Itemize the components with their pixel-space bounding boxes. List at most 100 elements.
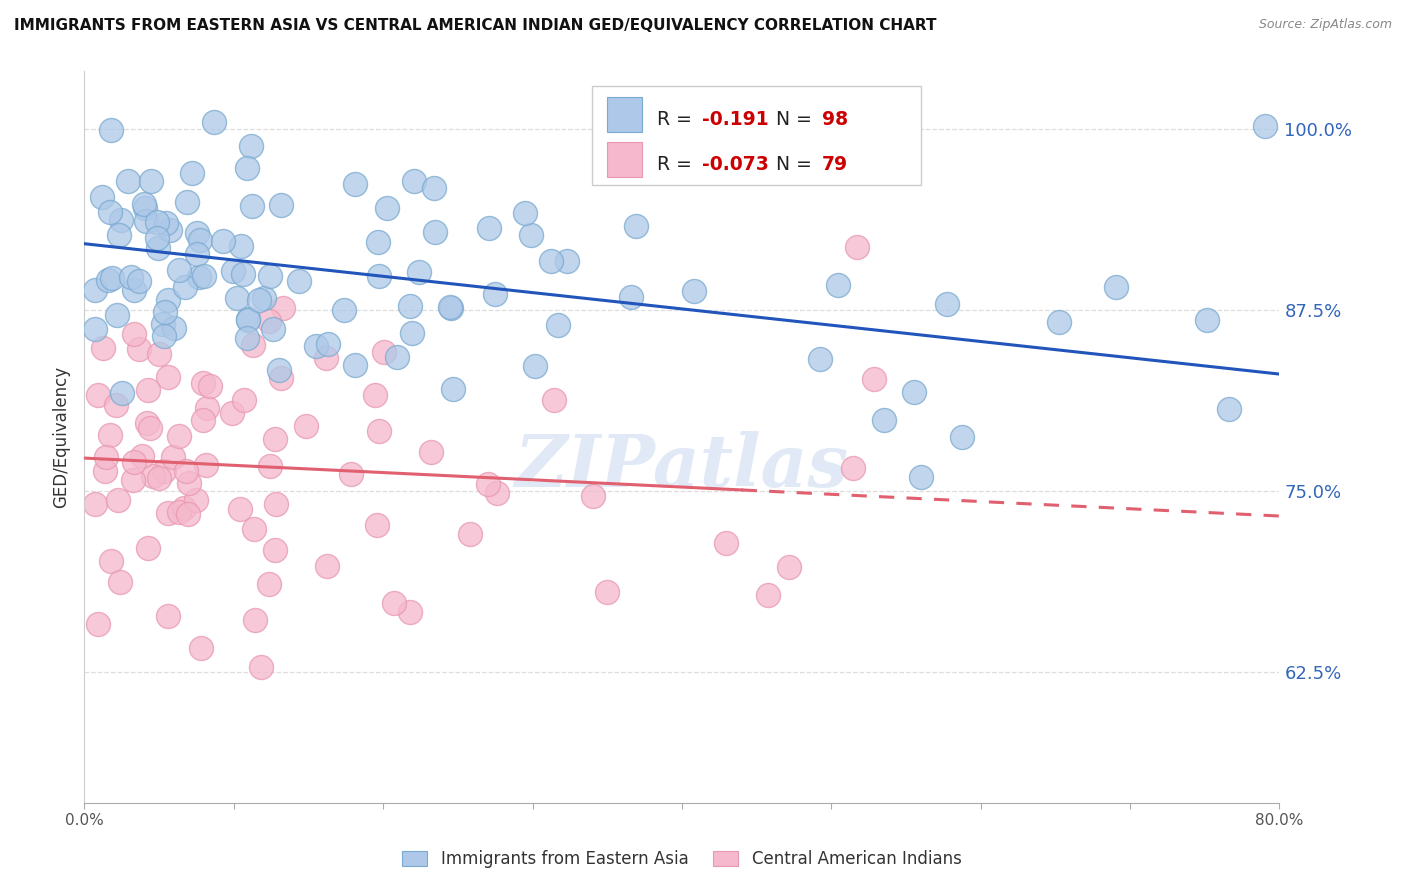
Point xyxy=(1047,315,1070,329)
Point xyxy=(582,489,605,503)
Point xyxy=(271,301,294,315)
Point xyxy=(242,338,264,352)
Point xyxy=(439,300,461,314)
Point xyxy=(169,505,191,519)
Point xyxy=(91,341,114,355)
Point xyxy=(440,301,463,315)
Point xyxy=(98,427,121,442)
Point xyxy=(136,541,159,555)
Point xyxy=(105,398,128,412)
Point xyxy=(83,322,105,336)
Point xyxy=(193,413,215,427)
Point xyxy=(173,500,195,515)
Point xyxy=(100,554,122,568)
Point xyxy=(484,287,506,301)
Point xyxy=(295,419,318,434)
Text: ZIPatlas: ZIPatlas xyxy=(515,431,849,502)
Point xyxy=(86,388,108,402)
Point xyxy=(259,269,281,284)
Point xyxy=(225,291,247,305)
Point xyxy=(626,219,648,233)
Point xyxy=(477,476,499,491)
Point xyxy=(94,464,117,478)
Point xyxy=(778,560,800,574)
Point xyxy=(332,303,354,318)
Point xyxy=(177,475,200,490)
Point xyxy=(401,326,423,340)
Text: N =: N = xyxy=(765,155,818,175)
Point xyxy=(287,274,309,288)
Point xyxy=(486,486,509,500)
Point xyxy=(134,197,156,211)
Point xyxy=(134,201,156,215)
Point xyxy=(97,273,120,287)
Point xyxy=(142,469,165,483)
Point xyxy=(236,311,259,326)
Point xyxy=(845,240,868,254)
Point xyxy=(398,605,420,619)
Point xyxy=(343,177,366,191)
Text: 98: 98 xyxy=(821,110,848,129)
Y-axis label: GED/Equivalency: GED/Equivalency xyxy=(52,366,70,508)
Point xyxy=(249,660,271,674)
Point xyxy=(157,293,180,308)
FancyBboxPatch shape xyxy=(606,96,643,132)
Point xyxy=(200,378,222,392)
Point xyxy=(420,445,443,459)
Point xyxy=(184,493,207,508)
Point xyxy=(110,213,132,227)
Point xyxy=(404,173,426,187)
Point xyxy=(232,392,254,407)
Point xyxy=(148,471,170,485)
Text: -0.073: -0.073 xyxy=(702,155,769,175)
Point xyxy=(122,283,145,297)
Point xyxy=(910,470,932,484)
Point xyxy=(270,198,292,212)
FancyBboxPatch shape xyxy=(592,86,921,185)
Point xyxy=(423,181,446,195)
Point xyxy=(343,358,366,372)
Point xyxy=(153,464,176,478)
Point xyxy=(270,371,292,385)
Point xyxy=(101,270,124,285)
Point xyxy=(121,474,143,488)
Point xyxy=(117,174,139,188)
Point xyxy=(1195,313,1218,327)
Point xyxy=(253,291,276,305)
Point xyxy=(547,318,569,333)
Point xyxy=(94,450,117,465)
Point xyxy=(236,331,259,345)
Point xyxy=(105,308,128,322)
Point xyxy=(716,535,738,549)
Point xyxy=(190,641,212,656)
Point xyxy=(236,161,259,176)
Point xyxy=(100,123,122,137)
Point xyxy=(153,328,176,343)
Point xyxy=(952,430,974,444)
Point xyxy=(153,305,176,319)
Point xyxy=(267,363,290,377)
Point xyxy=(262,322,284,336)
Point xyxy=(808,352,831,367)
Point xyxy=(174,464,197,478)
Point xyxy=(128,274,150,288)
Text: N =: N = xyxy=(765,110,818,129)
Point xyxy=(108,574,131,589)
Point xyxy=(373,344,395,359)
Point xyxy=(221,406,243,420)
Point xyxy=(543,392,565,407)
Point xyxy=(232,267,254,281)
Point xyxy=(242,522,264,536)
Point xyxy=(128,342,150,356)
Point xyxy=(195,458,218,472)
Point xyxy=(156,608,179,623)
Point xyxy=(555,254,578,268)
Point xyxy=(240,199,263,213)
Point xyxy=(367,235,389,249)
Point xyxy=(596,585,619,599)
Point xyxy=(259,459,281,474)
Text: R =: R = xyxy=(657,110,697,129)
Text: 79: 79 xyxy=(821,155,848,175)
Text: Source: ZipAtlas.com: Source: ZipAtlas.com xyxy=(1258,18,1392,31)
Point xyxy=(159,223,181,237)
